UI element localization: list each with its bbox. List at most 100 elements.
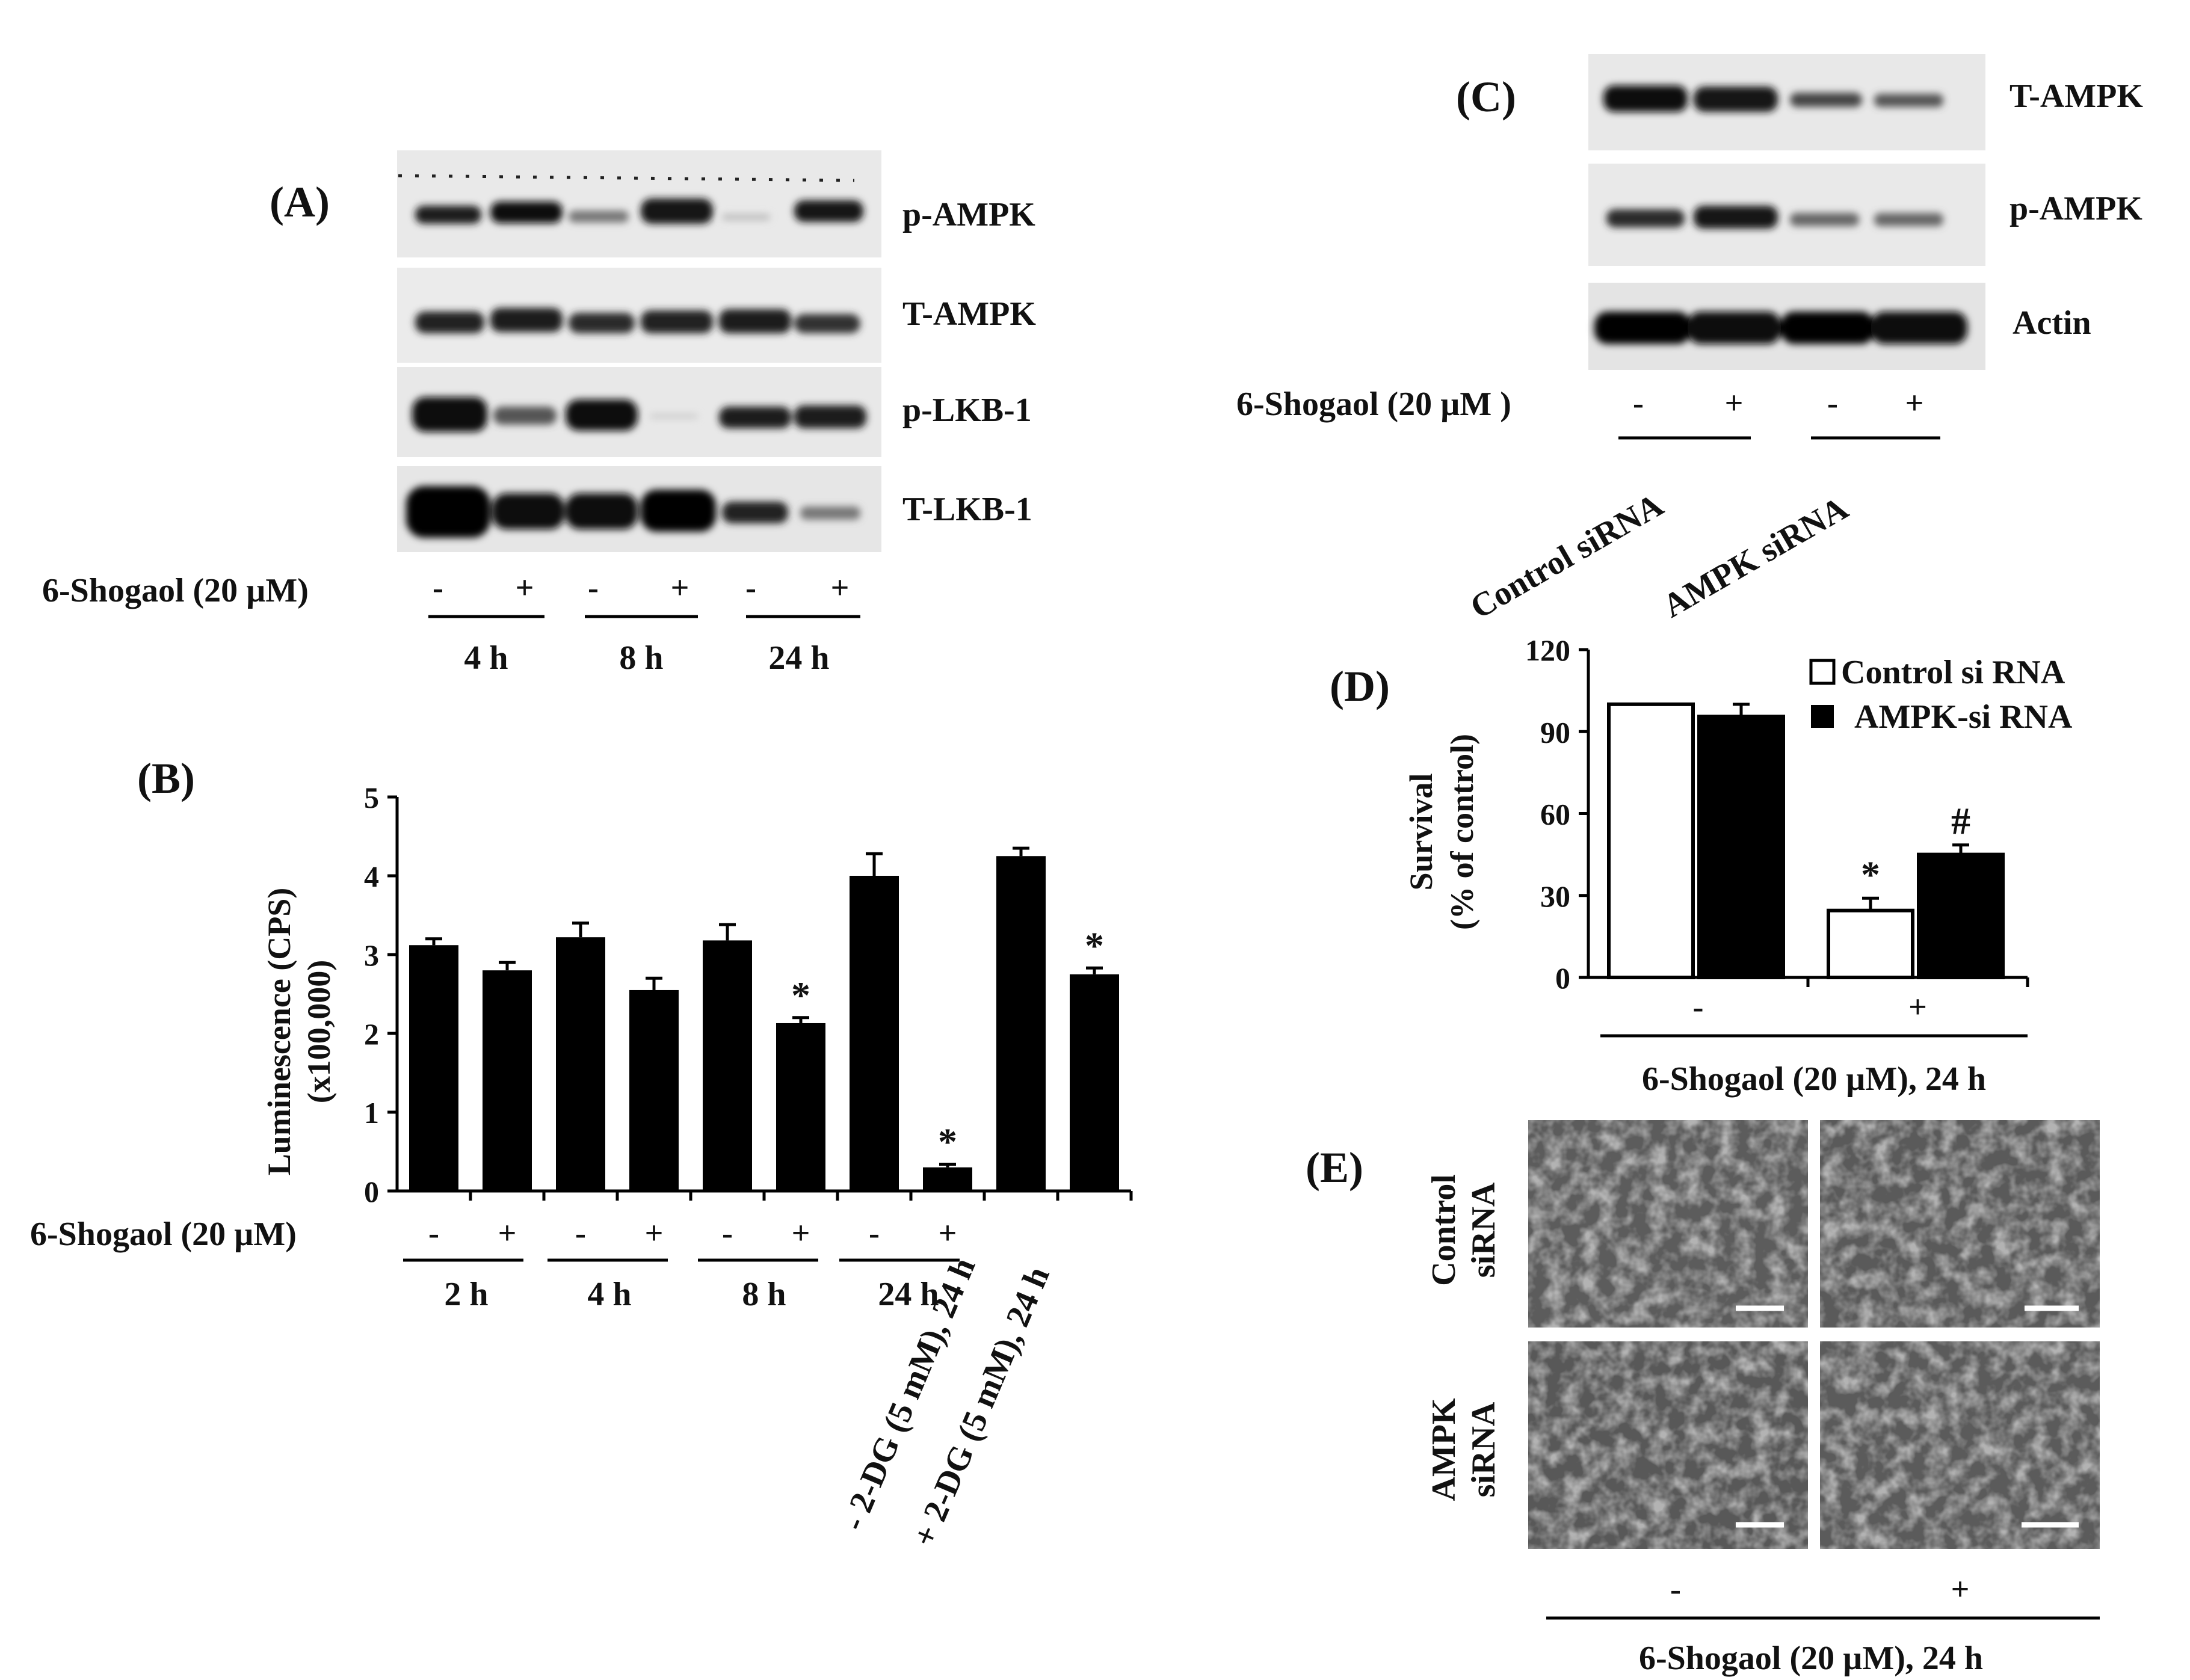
micrograph-control-treated: [1820, 1120, 2100, 1328]
chart-b-group-label: 24 h: [878, 1276, 939, 1313]
chart-d-y-tick-label: 30: [1540, 879, 1570, 913]
chart-d-bar: [1827, 908, 1914, 979]
blot-c-band-label: T-AMPK: [2010, 78, 2143, 115]
chart-b-y-tick-label: 0: [364, 1175, 379, 1208]
chart-b-treatment-label: 6-Shogaol (20 µM): [30, 1216, 297, 1253]
panel-label-b: (B): [137, 754, 195, 802]
panel-label-e: (E): [1306, 1143, 1363, 1192]
chart-b-bar: [483, 970, 532, 1191]
chart-d-y-tick-label: 90: [1540, 715, 1570, 749]
blot-a-group-label: 24 h: [768, 639, 829, 677]
chart-d-y-tick-label: 120: [1525, 633, 1570, 667]
chart-b-bar: [996, 856, 1046, 1191]
blot-c-group-label: AMPK siRNA: [1657, 489, 1855, 625]
chart-b-group-label: 4 h: [587, 1276, 631, 1313]
micrograph-sign: -: [1670, 1571, 1681, 1607]
blot-a-sign: +: [516, 570, 534, 606]
blot-c-sign: +: [1905, 385, 1924, 421]
chart-b-significance: *: [938, 1120, 957, 1163]
chart-d-y-tick-label: 0: [1555, 961, 1570, 995]
micrograph-control-untreated: [1528, 1120, 1808, 1328]
blot-a: [397, 150, 881, 552]
micrograph-ampk-treated: [1820, 1341, 2100, 1549]
blot-c-sign: -: [1633, 385, 1644, 421]
blot-a-sign: -: [433, 570, 443, 606]
chart-b-bar: [923, 1167, 972, 1191]
chart-b-bar: [850, 876, 899, 1191]
blot-c-treatment-label: 6-Shogaol (20 µM ): [1236, 386, 1511, 423]
chart-b-sign: +: [498, 1215, 517, 1251]
blot-a-group-label: 4 h: [464, 639, 508, 677]
chart-d-y-tick-label: 60: [1540, 798, 1570, 831]
chart-b-y-label-units: (x100,000): [301, 960, 337, 1103]
chart-d-y-label: Survival: [1403, 773, 1439, 890]
micrograph-grid: [1528, 1120, 2100, 1549]
blot-a-group-label: 8 h: [619, 639, 663, 677]
chart-b-group-label: 2 h: [444, 1276, 488, 1313]
chart-b: 0 1 2 3 4 5 - + - + - * + - * + *: [364, 781, 1133, 1251]
micrograph-row-label: siRNA: [1465, 1182, 1502, 1278]
legend-swatch-ampk: [1811, 705, 1834, 728]
blot-c-signs: - + - +: [1633, 385, 1923, 421]
chart-b-sign: -: [869, 1215, 880, 1251]
blot-a-sign: +: [831, 570, 850, 606]
panel-label-c: (C): [1456, 73, 1516, 121]
chart-b-y-tick-label: 5: [364, 781, 379, 814]
chart-d-bar: [1697, 715, 1785, 980]
chart-d-legend: Control si RNA AMPK-si RNA: [1809, 654, 2073, 736]
blot-a-sign: +: [671, 570, 689, 606]
chart-d-category-label: +: [1908, 989, 1927, 1025]
legend-label-ampk: AMPK-si RNA: [1854, 698, 2073, 736]
chart-b-bar: [1070, 974, 1119, 1191]
micrograph-ampk-untreated: [1528, 1341, 1808, 1549]
blot-c-group-label: Control siRNA: [1464, 486, 1670, 626]
chart-b-y-tick-label: 4: [364, 860, 379, 893]
blot-a-band-label: p-LKB-1: [902, 392, 1032, 429]
chart-b-sign: +: [645, 1215, 664, 1251]
chart-b-sign: -: [722, 1215, 733, 1251]
chart-b-bar: [409, 945, 458, 1191]
blot-a-sign: -: [745, 570, 756, 606]
chart-b-significance: *: [791, 974, 810, 1017]
chart-b-sign: -: [428, 1215, 439, 1251]
panel-label-a: (A): [270, 178, 330, 226]
chart-b-bar: [703, 940, 752, 1191]
blot-c-band-label: p-AMPK: [2010, 190, 2142, 227]
chart-b-y-tick-label: 1: [364, 1096, 379, 1130]
chart-b-significance: *: [1085, 924, 1104, 967]
chart-b-y-tick-label: 3: [364, 938, 379, 972]
chart-b-group-label: 8 h: [742, 1276, 786, 1313]
chart-b-y-label: Luminescence (CPS): [261, 888, 297, 1175]
micrograph-row-label: siRNA: [1465, 1402, 1502, 1497]
chart-b-y-tick-label: 2: [364, 1017, 379, 1051]
panel-label-d: (D): [1330, 662, 1390, 710]
chart-b-bar: [629, 989, 679, 1191]
blot-a-band-label: p-AMPK: [902, 196, 1035, 233]
blot-c: [1588, 54, 1985, 370]
legend-swatch-control: [1809, 659, 1836, 685]
chart-b-sign: -: [575, 1215, 586, 1251]
chart-b-sign: +: [939, 1215, 957, 1251]
chart-d: 0 30 60 90 120 - * # +: [1525, 633, 2029, 1025]
blot-c-band-label: Actin: [2013, 304, 2091, 342]
chart-b-bar: [556, 937, 605, 1191]
blot-a-band-label: T-AMPK: [902, 295, 1036, 333]
chart-d-bar: [1917, 852, 2005, 979]
chart-d-y-label-units: (% of control): [1444, 734, 1480, 930]
chart-d-significance: *: [1861, 853, 1880, 896]
micrograph-sign: +: [1951, 1571, 1970, 1607]
chart-d-bar: [1607, 702, 1695, 980]
blot-a-sign: -: [588, 570, 599, 606]
legend-label-control: Control si RNA: [1841, 654, 2065, 691]
blot-a-treatment-label: 6-Shogaol (20 µM): [42, 572, 309, 609]
micrograph-row-label: Control: [1425, 1174, 1463, 1286]
chart-b-bar: [776, 1023, 825, 1191]
blot-c-sign: +: [1725, 385, 1744, 421]
blot-c-sign: -: [1827, 385, 1838, 421]
blot-a-signs: - + - + - +: [433, 570, 849, 606]
chart-b-sign: +: [792, 1215, 810, 1251]
chart-d-significance: #: [1951, 800, 1970, 843]
chart-d-x-label: 6-Shogaol (20 µM), 24 h: [1642, 1060, 1986, 1098]
blot-a-band-label: T-LKB-1: [902, 491, 1032, 528]
